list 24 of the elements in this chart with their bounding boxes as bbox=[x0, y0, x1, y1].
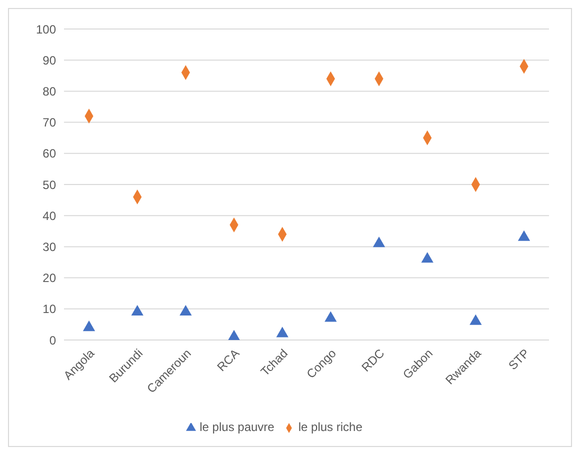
y-tick-label: 90 bbox=[42, 53, 56, 68]
y-tick-label: 60 bbox=[42, 146, 56, 161]
y-tick-label: 40 bbox=[42, 208, 56, 223]
point bbox=[372, 236, 386, 248]
point bbox=[470, 314, 482, 325]
y-tick-label: 100 bbox=[36, 22, 56, 36]
point bbox=[421, 252, 434, 263]
y-tick-label: 0 bbox=[49, 333, 56, 348]
y-tick-label: 20 bbox=[42, 271, 56, 286]
y-tick-label: 70 bbox=[42, 116, 56, 130]
x-tick-label: STP bbox=[506, 346, 532, 373]
y-tick-label: 10 bbox=[42, 302, 56, 316]
point bbox=[131, 304, 144, 316]
point bbox=[324, 311, 337, 322]
point bbox=[518, 230, 530, 241]
point bbox=[82, 320, 96, 332]
point bbox=[228, 330, 240, 340]
legend-label: le plus riche bbox=[298, 420, 362, 434]
point bbox=[276, 326, 288, 338]
y-tick-label: 30 bbox=[42, 240, 56, 254]
y-tick-label: 50 bbox=[42, 178, 56, 192]
y-tick-label: 80 bbox=[42, 84, 56, 98]
point bbox=[180, 304, 192, 316]
legend-label: le plus pauvre bbox=[200, 420, 274, 434]
